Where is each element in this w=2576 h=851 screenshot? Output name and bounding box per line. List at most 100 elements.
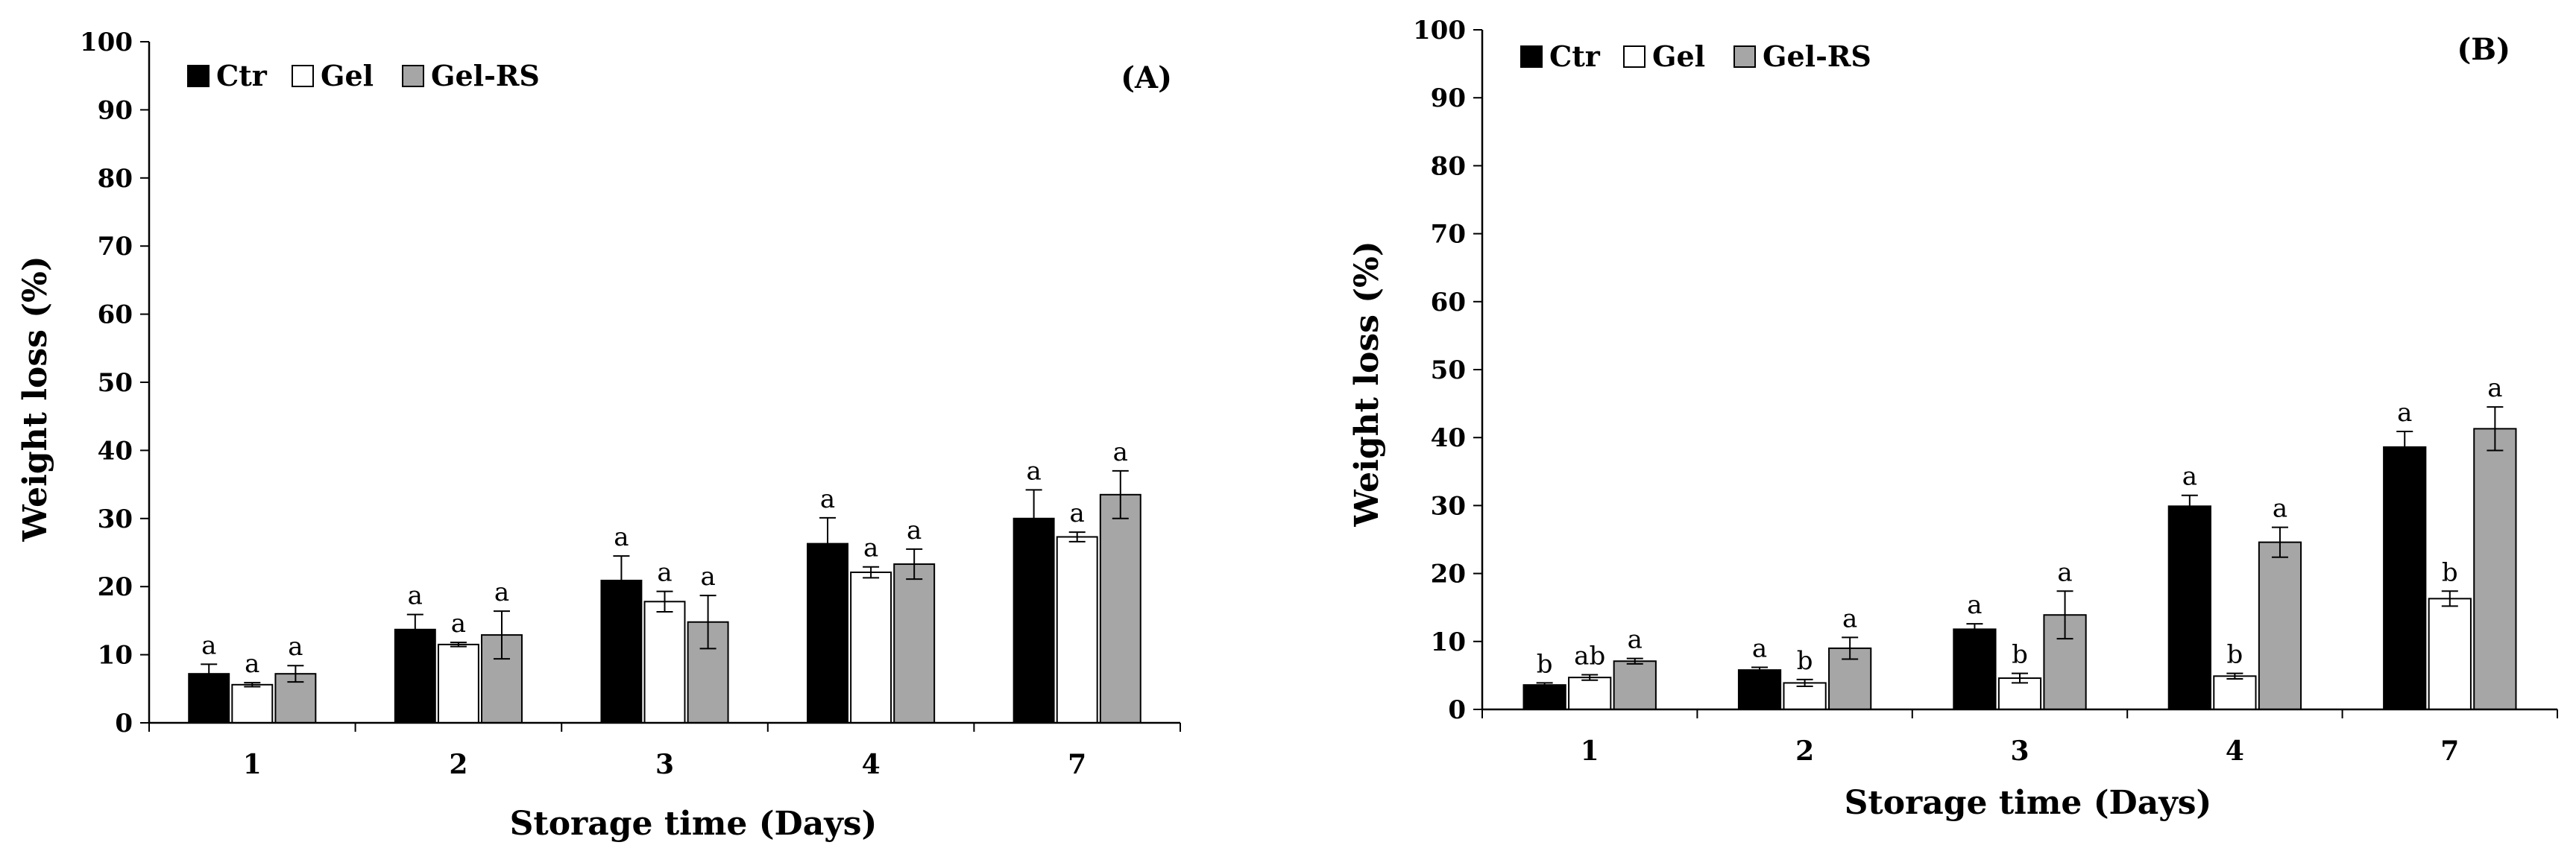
- bar-ctr: [1737, 669, 1782, 711]
- legend-swatch-gel: [1623, 45, 1646, 68]
- significance-label-gel-rs: a: [2487, 373, 2502, 403]
- panel-label: (A): [1121, 60, 1172, 95]
- bar-gel: [2213, 675, 2257, 711]
- bar-gel-rs: [2473, 428, 2517, 710]
- y-tick-label: 70: [1431, 220, 1466, 250]
- legend-label-gel-rs: Gel-RS: [1763, 39, 1871, 73]
- y-tick-label: 50: [1431, 355, 1466, 385]
- significance-label-gel-rs: a: [1842, 604, 1857, 633]
- significance-label-gel-rs: a: [2273, 494, 2287, 524]
- y-tick-label: 60: [98, 300, 133, 330]
- axes: 0 10 20 30 40 50 60 70 80 90 100 1 2 3 4 7: [1413, 16, 2558, 767]
- legend-swatch-gel: [292, 65, 314, 87]
- bar-gel-rs: [1099, 493, 1141, 724]
- legend-swatch-ctr: [1520, 45, 1543, 68]
- x-tick-label: 3: [655, 749, 674, 780]
- significance-label-ctr: a: [2182, 462, 2197, 492]
- significance-label-ctr: a: [820, 484, 835, 514]
- bar-ctr: [2167, 505, 2211, 710]
- y-tick-label: 70: [98, 232, 133, 262]
- bar-ctr: [2383, 446, 2427, 711]
- y-tick-label: 0: [115, 709, 133, 738]
- bar-gel: [2428, 598, 2472, 710]
- significance-label-gel: b: [2227, 640, 2243, 670]
- bar-gel: [231, 683, 274, 724]
- bar-ctr: [807, 542, 848, 724]
- significance-label-ctr: a: [2397, 398, 2412, 428]
- x-tick-label: 2: [1795, 735, 1814, 767]
- significance-label-gel-rs: a: [494, 578, 509, 607]
- bar-gel: [643, 601, 686, 724]
- y-tick-label: 90: [1431, 83, 1466, 113]
- significance-label-gel: a: [245, 649, 259, 679]
- bar-ctr: [1013, 517, 1055, 724]
- y-tick-label: 10: [1431, 627, 1466, 657]
- x-tick-label: 1: [1581, 735, 1599, 767]
- x-axis-title: Storage time (Days): [510, 805, 878, 843]
- significance-label-gel: a: [451, 609, 466, 639]
- legend: Ctr Gel Gel-RS: [187, 59, 540, 92]
- significance-label-ctr: a: [614, 522, 629, 552]
- y-tick-label: 80: [98, 164, 133, 194]
- x-tick-label: 1: [243, 749, 262, 780]
- x-tick-label: 7: [2440, 735, 2459, 767]
- legend-label-gel: Gel: [321, 59, 374, 92]
- y-tick-label: 30: [1431, 491, 1466, 521]
- significance-label-gel: a: [863, 534, 878, 563]
- panel-label: (B): [2457, 32, 2510, 67]
- y-tick-label: 90: [98, 95, 133, 125]
- bar-gel: [437, 643, 479, 724]
- bar-gel-rs: [1613, 660, 1657, 710]
- y-tick-label: 60: [1431, 288, 1466, 317]
- y-tick-label: 100: [1413, 16, 1466, 45]
- x-tick-label: 4: [862, 749, 881, 780]
- legend-swatch-gel-rs: [402, 65, 424, 87]
- x-tick-label: 2: [449, 749, 467, 780]
- y-tick-label: 20: [1431, 560, 1466, 589]
- significance-label-gel-rs: a: [288, 632, 303, 662]
- significance-label-gel: a: [657, 558, 672, 588]
- bar-gel-rs: [2258, 541, 2302, 711]
- bar-gel: [1783, 682, 1827, 711]
- y-axis-title: Weight loss (%): [16, 256, 54, 542]
- legend-label-ctr: Ctr: [1549, 39, 1601, 73]
- significance-label-ctr: a: [201, 630, 216, 660]
- significance-label-gel: a: [1070, 499, 1085, 528]
- y-tick-label: 40: [1431, 423, 1466, 453]
- y-tick-label: 10: [98, 641, 133, 671]
- significance-label-ctr: a: [1026, 456, 1041, 486]
- y-axis-title: Weight loss (%): [1348, 241, 1386, 527]
- legend-label-gel-rs: Gel-RS: [431, 59, 540, 92]
- significance-label-gel-rs: a: [907, 516, 922, 545]
- legend-label-gel: Gel: [1652, 39, 1705, 73]
- x-tick-label: 7: [1068, 749, 1086, 780]
- legend-swatch-ctr: [187, 65, 210, 87]
- significance-label-gel-rs: a: [700, 562, 715, 592]
- x-tick-label: 4: [2226, 735, 2244, 767]
- bar-ctr: [1953, 628, 1997, 710]
- significance-label-ctr: a: [1967, 590, 1982, 620]
- significance-label-ctr: a: [1752, 633, 1767, 663]
- bar-ctr: [1522, 684, 1566, 711]
- significance-label-gel-rs: a: [1628, 625, 1643, 655]
- y-tick-label: 40: [98, 436, 133, 466]
- bar-gel: [1568, 677, 1612, 710]
- legend-label-ctr: Ctr: [216, 59, 268, 92]
- y-tick-label: 100: [80, 28, 133, 57]
- axes: 0 10 20 30 40 50 60 70 80 90 100 1 2 3 4 7: [80, 28, 1181, 780]
- significance-label-ctr: b: [1537, 649, 1553, 679]
- x-axis-title: Storage time (Days): [1845, 784, 2212, 822]
- significance-label-gel: b: [2012, 640, 2028, 670]
- significance-label-gel-rs: a: [1113, 437, 1128, 467]
- significance-label-gel: b: [2442, 557, 2458, 587]
- legend-swatch-gel-rs: [1733, 45, 1756, 68]
- bar-gel: [1056, 536, 1098, 724]
- legend: Ctr Gel Gel-RS: [1520, 39, 1871, 73]
- significance-label-ctr: a: [408, 581, 423, 611]
- y-tick-label: 50: [98, 368, 133, 398]
- significance-label-gel: b: [1797, 646, 1813, 676]
